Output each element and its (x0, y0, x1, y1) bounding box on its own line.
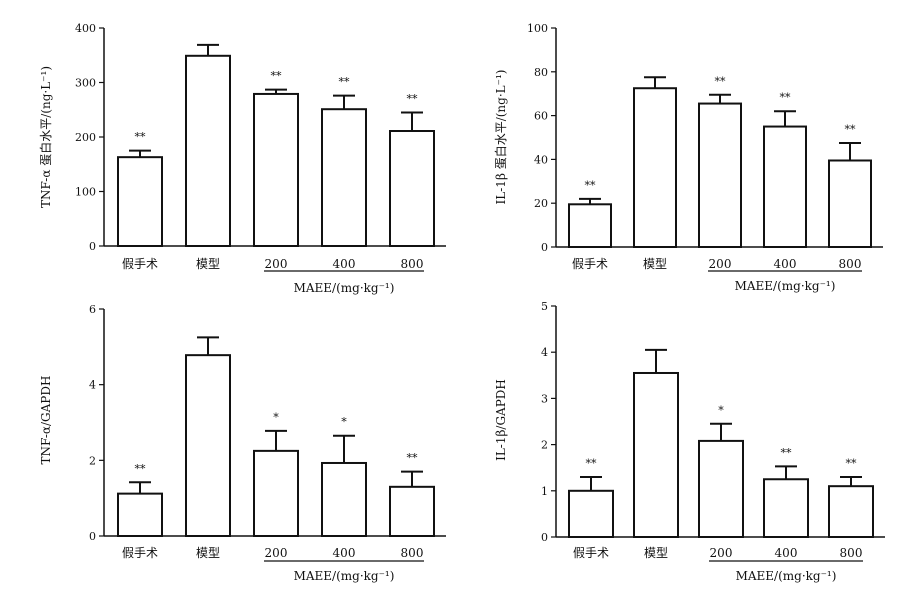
significance-mark: ** (715, 75, 727, 88)
y-tick-label: 100 (75, 186, 96, 199)
significance-mark: ** (585, 179, 597, 192)
y-tick-label: 80 (534, 66, 548, 79)
bar-3 (253, 92, 299, 247)
y-tick-label: 0 (89, 530, 96, 543)
chart-panel-1: 0 100 200 300 400 TNF-α 蛋白水平/(ng·L⁻¹) ** 假手术 模型 *… (38, 22, 446, 295)
significance-mark: ** (846, 457, 858, 470)
chart-panel-3: 0 2 4 6 TNF-α/GAPDH ** 假手术 模型 * 200 * 400 ** 800 MAEE/… (39, 303, 446, 583)
significance-mark: ** (135, 462, 147, 475)
x-category-label: 800 (840, 546, 863, 560)
significance-mark: ** (780, 91, 792, 104)
y-tick-label: 60 (534, 110, 548, 123)
y-tick-label: 40 (534, 153, 548, 166)
y-axis-label: TNF-α 蛋白水平/(ng·L⁻¹) (38, 66, 53, 208)
y-tick-label: 0 (541, 241, 548, 254)
dose-group-label: MAEE/(mg·kg⁻¹) (294, 569, 395, 583)
bar-2 (633, 87, 677, 248)
significance-mark: ** (339, 76, 351, 89)
x-category-label: 模型 (196, 257, 220, 271)
significance-mark: * (341, 416, 347, 429)
x-category-label: 假手术 (573, 546, 609, 560)
y-tick-label: 4 (89, 379, 96, 392)
x-category-label: 模型 (644, 546, 668, 560)
significance-mark: ** (845, 123, 857, 136)
y-axis-label: TNF-α/GAPDH (39, 376, 53, 465)
bar-1 (117, 156, 163, 247)
bar-1 (568, 489, 614, 538)
bar-4 (763, 125, 807, 248)
bar-4 (321, 108, 367, 247)
y-tick-label: 3 (541, 392, 548, 405)
y-tick-label: 0 (89, 240, 96, 253)
x-category-label: 400 (775, 546, 798, 560)
x-category-label: 400 (333, 546, 356, 560)
x-category-label: 200 (265, 257, 288, 271)
bar-1 (117, 492, 163, 538)
y-tick-label: 1 (541, 485, 548, 498)
x-category-label: 800 (839, 257, 862, 271)
y-tick-label: 5 (541, 300, 548, 313)
bar-3 (698, 102, 742, 249)
x-category-label: 假手术 (122, 546, 158, 560)
significance-mark: ** (135, 131, 147, 144)
significance-mark: ** (407, 92, 419, 105)
significance-mark: * (273, 411, 279, 424)
dose-group-label: MAEE/(mg·kg⁻¹) (294, 281, 395, 295)
y-tick-label: 2 (541, 439, 548, 452)
y-tick-label: 6 (89, 303, 96, 316)
x-category-label: 800 (401, 257, 424, 271)
bar-4 (321, 461, 367, 537)
x-category-label: 400 (333, 257, 356, 271)
x-category-label: 800 (401, 546, 424, 560)
chart-panel-4: 0 1 2 3 4 5 IL-1β/GAPDH ** 假手术 模型 * 200 ** 400 ** 800MA… (494, 300, 885, 583)
y-tick-label: 0 (541, 531, 548, 544)
dose-group-label: MAEE/(mg·kg⁻¹) (736, 569, 837, 583)
dose-group-label: MAEE/(mg·kg⁻¹) (735, 279, 836, 293)
bar-4 (763, 478, 809, 538)
chart-panel-2: 0 20 40 60 80 100 IL-1β 蛋白水平/(ng·L⁻¹) ** 假手术 模型 **… (493, 22, 883, 293)
y-tick-label: 400 (75, 22, 96, 35)
significance-mark: ** (407, 452, 419, 465)
y-axis-label: IL-1β 蛋白水平/(ng·L⁻¹) (493, 70, 508, 205)
x-category-label: 200 (265, 546, 288, 560)
significance-mark: * (718, 404, 724, 417)
bar-3 (698, 439, 744, 538)
significance-mark: ** (586, 457, 598, 470)
y-tick-label: 20 (534, 197, 548, 210)
y-axis-label: IL-1β/GAPDH (494, 379, 508, 461)
bar-3 (253, 449, 299, 537)
x-category-label: 模型 (643, 257, 667, 271)
y-tick-label: 4 (541, 346, 548, 359)
bar-2 (185, 354, 231, 538)
bar-5 (828, 159, 872, 248)
x-category-label: 400 (774, 257, 797, 271)
x-category-label: 假手术 (572, 257, 608, 271)
bar-2 (633, 371, 679, 538)
x-category-label: 假手术 (122, 257, 158, 271)
bar-5 (389, 130, 435, 248)
x-category-label: 200 (709, 257, 732, 271)
x-category-label: 200 (710, 546, 733, 560)
x-category-label: 模型 (196, 546, 220, 560)
bar-1 (568, 203, 612, 248)
y-tick-label: 200 (75, 131, 96, 144)
significance-mark: ** (271, 70, 283, 83)
y-tick-label: 2 (89, 454, 96, 467)
y-tick-label: 300 (75, 77, 96, 90)
y-tick-label: 100 (527, 22, 548, 35)
bar-5 (828, 485, 874, 538)
bar-5 (389, 485, 435, 538)
significance-mark: ** (781, 446, 793, 459)
bar-2 (185, 54, 231, 247)
